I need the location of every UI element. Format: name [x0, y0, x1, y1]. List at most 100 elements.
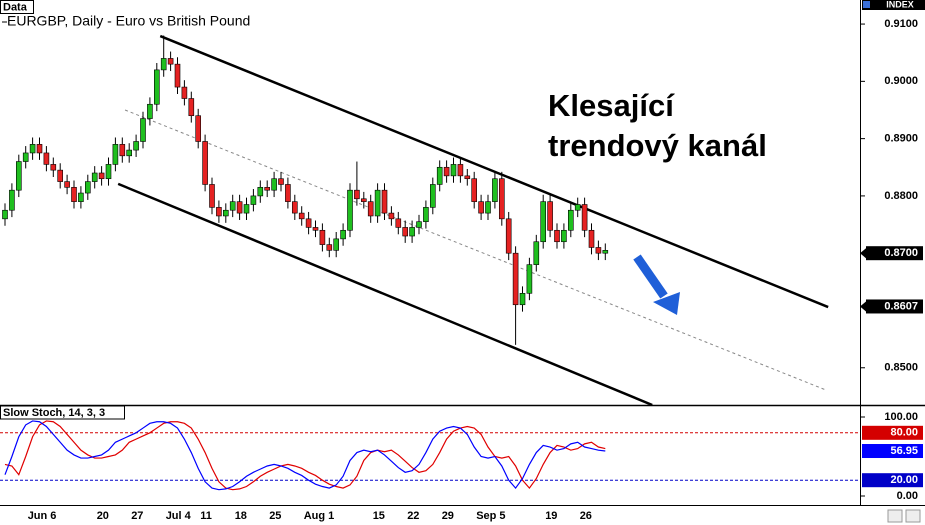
candle-body: [119, 144, 126, 157]
candle-body: [588, 229, 595, 248]
candle-body: [112, 144, 119, 165]
candle-body: [436, 166, 443, 185]
annotation: Klesající: [548, 88, 675, 123]
annotation: trendový kanál: [548, 128, 767, 163]
candle-body: [485, 201, 491, 214]
candle-body: [347, 189, 353, 231]
x-tick-label: Aug 1: [304, 510, 335, 522]
stoch-line: [4, 420, 606, 491]
y-tick-label: 100.00: [884, 411, 918, 423]
candle-body: [250, 195, 257, 205]
candle-body: [450, 164, 457, 177]
y-tick-label: 0.00: [897, 490, 918, 502]
candle-body: [78, 192, 84, 202]
candle-body: [140, 118, 146, 142]
x-tick-label: 18: [235, 510, 247, 522]
badge: Data: [3, 1, 28, 13]
index-box: [862, 0, 925, 10]
y-tick-label: 0.9100: [884, 18, 918, 30]
candle-body: [22, 152, 29, 162]
candle-body: [174, 63, 181, 88]
candle-body: [595, 247, 602, 254]
candle-body: [147, 103, 153, 119]
x-tick-label: Jun 6: [28, 510, 57, 522]
candle-body: [133, 141, 139, 151]
candle-body: [271, 178, 277, 191]
candle-body: [98, 172, 105, 180]
y-tick-label: 0.9000: [884, 75, 918, 87]
y-tick-label: 0.8900: [884, 133, 918, 145]
candle-body: [71, 187, 77, 202]
x-tick-label: Jul 4: [166, 510, 192, 522]
price-marker-arrow: [860, 248, 866, 259]
icon-button[interactable]: [887, 509, 903, 523]
x-tick-label: 26: [580, 510, 592, 522]
candle-body: [340, 229, 346, 240]
candle-body: [154, 69, 160, 105]
arrow-head: [653, 292, 680, 315]
candle-body: [409, 227, 415, 237]
x-tick-label: 29: [442, 510, 454, 522]
candle-body: [291, 201, 298, 214]
candle-body: [305, 218, 312, 228]
x-tick-label: 19: [545, 510, 557, 522]
stoch-line: [4, 420, 606, 491]
candle-body: [395, 218, 402, 228]
candle-body: [567, 209, 574, 231]
stoch-title-box: [0, 405, 125, 420]
candle-body: [512, 252, 519, 306]
price-marker: [866, 299, 923, 314]
index-label: INDEX: [886, 0, 914, 9]
x-tick-label: Sep 5: [476, 510, 505, 522]
arrow-shaft: [633, 254, 668, 299]
candle-body: [326, 244, 333, 251]
candle-body: [50, 164, 57, 171]
candle-body: [471, 178, 478, 202]
candle-body: [64, 181, 70, 188]
candle-body: [602, 250, 609, 254]
candle-body: [285, 184, 291, 202]
last-value-box: [862, 444, 923, 459]
candle-body: [388, 212, 395, 220]
last-value-label: 56.95: [890, 445, 918, 457]
candle-body: [526, 264, 533, 294]
candle-body: [574, 204, 581, 211]
candle-body: [15, 161, 22, 191]
candle-body: [443, 166, 450, 177]
candle-body: [464, 175, 471, 180]
candle-body: [319, 229, 326, 245]
candle-body: [333, 238, 340, 251]
icon-button[interactable]: [905, 509, 921, 523]
x-tick-label: 20: [97, 510, 109, 522]
price-marker-label: 0.8607: [884, 300, 918, 312]
candle-body: [312, 227, 319, 231]
candle-body: [505, 218, 512, 254]
candle-body: [160, 58, 167, 71]
x-tick-label: 15: [373, 510, 385, 522]
candle-body: [492, 178, 498, 202]
candle-body: [223, 209, 229, 217]
candle-body: [540, 201, 547, 243]
candle-body: [43, 152, 50, 165]
price-marker-arrow: [860, 301, 866, 312]
stoch-title: Slow Stoch, 14, 3, 3: [3, 407, 105, 419]
candle-body: [402, 227, 409, 237]
candle-body: [360, 198, 367, 202]
candle-body: [91, 172, 98, 182]
candle-body: [381, 189, 388, 214]
level-box: [862, 473, 923, 488]
candle-body: [243, 204, 250, 214]
candle-body: [519, 292, 526, 306]
candle-body: [236, 201, 243, 214]
y-tick-label: 0.8800: [884, 190, 918, 202]
candle-body: [457, 164, 464, 177]
candle-body: [554, 229, 560, 243]
candle-body: [216, 207, 222, 217]
candle-body: [423, 207, 429, 222]
candle-body: [167, 58, 174, 65]
candle-body: [126, 149, 132, 157]
arrow: [633, 254, 680, 315]
